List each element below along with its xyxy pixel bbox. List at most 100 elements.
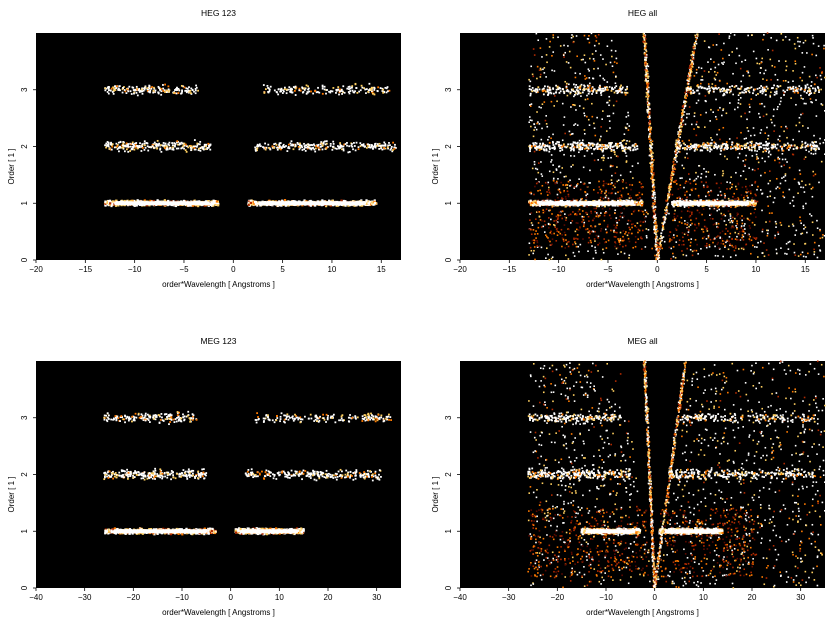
pixel: [709, 214, 711, 216]
pixel: [368, 145, 371, 147]
pixel: [588, 34, 590, 37]
pixel: [635, 226, 638, 229]
pixel: [174, 88, 177, 91]
pixel: [550, 154, 553, 156]
pixel: [706, 242, 708, 245]
pixel: [588, 124, 591, 126]
pixel: [626, 140, 628, 142]
pixel: [688, 216, 691, 218]
pixel: [694, 42, 697, 44]
pixel: [303, 142, 305, 145]
pixel: [752, 236, 755, 239]
pixel: [588, 236, 590, 239]
pixel: [107, 87, 110, 90]
pixel: [196, 142, 199, 145]
pixel: [700, 247, 702, 250]
pixel: [632, 246, 634, 249]
pixel: [669, 183, 672, 185]
pixel: [719, 80, 721, 82]
pixel: [593, 217, 596, 220]
y-tick-label: 3: [20, 87, 29, 92]
pixel: [581, 217, 584, 220]
pixel: [122, 147, 125, 150]
pixel: [287, 146, 290, 148]
pixel: [542, 225, 545, 228]
pixel: [702, 184, 705, 187]
pixel: [550, 137, 552, 140]
pixel: [121, 146, 124, 149]
pixel: [646, 81, 649, 84]
pixel: [742, 74, 745, 77]
pixel: [736, 137, 738, 139]
pixel: [717, 194, 719, 196]
pixel: [671, 166, 674, 169]
pixel: [672, 169, 674, 171]
pixel: [743, 138, 746, 140]
pixel: [133, 91, 136, 94]
pixel: [129, 200, 132, 203]
pixel: [621, 239, 623, 242]
pixel: [757, 241, 759, 244]
pixel: [647, 75, 649, 78]
pixel: [696, 209, 699, 212]
pixel: [547, 253, 549, 256]
pixel: [289, 90, 291, 93]
pixel: [671, 193, 674, 196]
pixel: [184, 144, 186, 147]
pixel: [645, 91, 648, 94]
pixel: [747, 196, 749, 199]
pixel: [690, 188, 693, 191]
pixel: [702, 231, 705, 233]
pixel: [573, 187, 576, 189]
pixel: [635, 194, 637, 197]
pixel: [682, 253, 685, 256]
pixel: [795, 229, 798, 232]
pixel: [760, 174, 762, 177]
pixel: [555, 169, 558, 171]
pixel: [661, 222, 663, 224]
pixel: [609, 127, 611, 129]
pixel: [788, 225, 790, 228]
pixel: [748, 167, 750, 169]
pixel: [338, 93, 340, 96]
pixel: [533, 150, 536, 153]
pixel: [778, 60, 780, 62]
pixel: [134, 143, 137, 146]
pixel: [741, 234, 744, 236]
pixel: [700, 173, 703, 175]
pixel: [670, 178, 672, 181]
pixel: [118, 146, 121, 149]
pixel: [529, 80, 532, 83]
pixel: [737, 106, 739, 109]
pixel: [743, 91, 745, 94]
pixel: [540, 226, 543, 228]
pixel: [752, 50, 755, 53]
pixel: [782, 195, 784, 198]
pixel: [276, 148, 279, 151]
pixel: [586, 193, 589, 195]
pixel: [159, 88, 162, 91]
pixel: [619, 243, 621, 246]
pixel: [589, 82, 591, 85]
pixel: [703, 40, 706, 42]
pixel: [752, 244, 754, 247]
pixel: [645, 80, 648, 82]
pixel: [738, 231, 741, 233]
pixel: [808, 150, 810, 153]
pixel: [628, 240, 631, 243]
pixel: [555, 168, 558, 170]
pixel: [569, 213, 572, 216]
pixel: [617, 197, 619, 200]
pixel: [354, 82, 357, 85]
pixel: [769, 179, 771, 182]
pixel: [716, 133, 718, 136]
pixel: [707, 171, 710, 173]
pixel: [534, 239, 537, 242]
pixel: [671, 173, 674, 175]
pixel: [148, 84, 151, 87]
pixel: [143, 142, 146, 145]
pixel: [364, 88, 367, 91]
pixel: [641, 237, 643, 240]
pixel: [644, 58, 647, 61]
pixel: [562, 238, 565, 241]
